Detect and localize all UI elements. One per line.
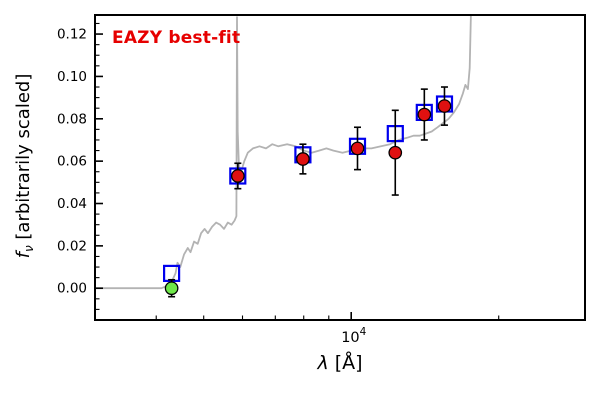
model-photometry bbox=[163, 95, 454, 282]
data-point bbox=[350, 141, 365, 156]
tick-labels: 0.00 0.02 0.04 0.06 0.08 0.10 0.12 104 bbox=[57, 27, 367, 346]
data-point bbox=[296, 152, 310, 166]
y-tick-label: 0.02 bbox=[57, 238, 87, 254]
y-axis-label: fν [arbitrarily scaled] bbox=[13, 6, 39, 326]
y-axis-label-units: [arbitrarily scaled] bbox=[13, 73, 34, 246]
data-point bbox=[437, 99, 452, 113]
x-axis-label-units: [Å] bbox=[328, 352, 363, 374]
data-point bbox=[388, 145, 403, 160]
spectrum-path bbox=[95, 15, 472, 290]
x-tick-label: 104 bbox=[341, 326, 366, 346]
y-tick-label: 0.12 bbox=[57, 27, 87, 43]
y-tick-label: 0.00 bbox=[57, 281, 87, 297]
data-point bbox=[230, 169, 245, 183]
data-point bbox=[417, 107, 432, 122]
plot-frame bbox=[94, 14, 586, 321]
y-axis-label-subscript: ν bbox=[22, 245, 36, 253]
axes-frame bbox=[94, 14, 586, 321]
y-axis-label-symbol: f bbox=[13, 252, 34, 259]
bestfit-annotation: EAZY best-fit bbox=[112, 28, 241, 48]
spectrum-line bbox=[95, 15, 472, 290]
y-tick-label: 0.10 bbox=[57, 69, 87, 85]
y-tick-label: 0.06 bbox=[57, 154, 87, 170]
data-point bbox=[164, 281, 179, 296]
observed-photometry bbox=[164, 99, 452, 296]
axis-ticks bbox=[95, 22, 500, 320]
y-tick-label: 0.08 bbox=[57, 111, 87, 127]
x-axis-label: λ [Å] bbox=[95, 352, 585, 374]
x-axis-label-symbol: λ bbox=[317, 352, 329, 374]
y-tick-label: 0.04 bbox=[57, 196, 87, 212]
error-bars bbox=[168, 86, 448, 298]
